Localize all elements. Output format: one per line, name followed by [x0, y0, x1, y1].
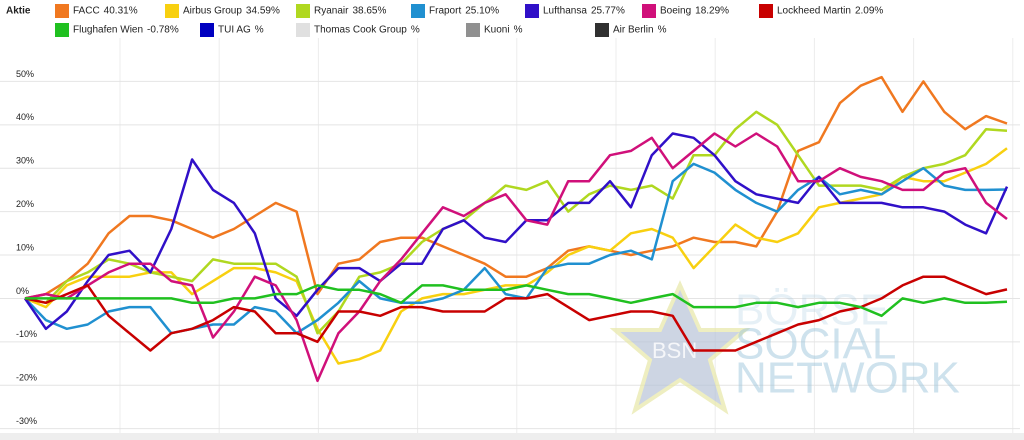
watermark-text: BÖRSE — [735, 286, 889, 335]
legend-label: Airbus Group — [183, 6, 242, 17]
legend-label: Ryanair — [314, 6, 349, 17]
legend-label: Lufthansa — [543, 6, 587, 17]
legend-label: Flughafen Wien — [73, 25, 143, 36]
legend-swatch — [165, 4, 179, 18]
legend-value: 18.29% — [695, 6, 729, 17]
legend-swatch — [296, 23, 310, 37]
legend-label: Boeing — [660, 6, 691, 17]
legend-swatch — [466, 23, 480, 37]
legend-value: -0.78% — [147, 25, 179, 36]
legend-label: FACC — [73, 6, 100, 17]
series-line — [24, 75, 1008, 300]
y-tick-label: -10% — [16, 329, 37, 339]
legend-value: 38.65% — [352, 6, 386, 17]
legend-value: 34.59% — [246, 6, 280, 17]
y-tick-label: 20% — [16, 199, 34, 209]
legend-swatch — [759, 4, 773, 18]
legend-value: 40.31% — [104, 6, 138, 17]
legend-label: Lockheed Martin — [777, 6, 851, 17]
watermark-star — [609, 280, 751, 415]
y-tick-label: 0% — [16, 286, 29, 296]
legend-title: Aktie — [6, 6, 31, 17]
legend-swatch — [296, 4, 310, 18]
legend-value: % — [658, 25, 667, 36]
legend-value: % — [255, 25, 264, 36]
series-line — [24, 275, 1008, 352]
legend-value: % — [411, 25, 420, 36]
legend-swatch — [411, 4, 425, 18]
legend-label: TUI AG — [218, 25, 251, 36]
legend-value: 2.09% — [855, 6, 883, 17]
legend-swatch — [200, 23, 214, 37]
watermark-text: NETWORK — [735, 354, 960, 403]
y-tick-label: -30% — [16, 416, 37, 426]
scrollbar — [0, 433, 1024, 440]
legend-label: Thomas Cook Group — [314, 25, 407, 36]
watermark-text: SOCIAL — [735, 320, 896, 369]
legend-label: Fraport — [429, 6, 461, 17]
y-tick-label: 50% — [16, 69, 34, 79]
y-tick-label: -20% — [16, 373, 37, 383]
legend-swatch — [595, 23, 609, 37]
legend-swatch — [642, 4, 656, 18]
series-line — [24, 110, 1008, 335]
legend-label: Air Berlin — [613, 25, 654, 36]
legend-value: 25.10% — [465, 6, 499, 17]
legend-label: Kuoni — [484, 25, 510, 36]
legend-swatch — [55, 4, 69, 18]
series-line — [24, 132, 1008, 383]
y-tick-label: 30% — [16, 156, 34, 166]
y-tick-label: 10% — [16, 242, 34, 252]
y-tick-label: 40% — [16, 112, 34, 122]
legend-swatch — [55, 23, 69, 37]
series-line — [23, 132, 1009, 331]
legend-value: % — [514, 25, 523, 36]
series-line — [25, 284, 1008, 318]
legend-swatch — [525, 4, 539, 18]
watermark-badge: BSN — [652, 338, 697, 363]
legend-value: 25.77% — [591, 6, 625, 17]
